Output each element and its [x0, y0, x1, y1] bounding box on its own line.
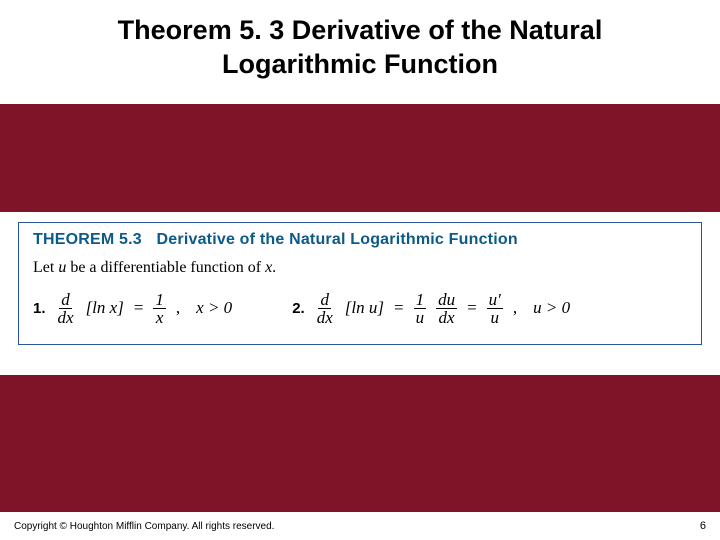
frac-den: u — [489, 309, 502, 326]
theorem-label: THEOREM 5.3 — [33, 231, 142, 248]
formula-2-arg: [ln u] — [345, 298, 384, 318]
comma: , — [513, 298, 517, 318]
frac-num: d — [59, 291, 72, 309]
frac-num: 1 — [414, 291, 427, 309]
theorem-box: THEOREM 5.3 Derivative of the Natural Lo… — [18, 222, 702, 345]
theorem-name: Derivative of the Natural Logarithmic Fu… — [157, 231, 518, 248]
page-number: 6 — [700, 520, 706, 532]
frac-num: 1 — [153, 291, 166, 309]
formula-1-rhs: 1 x — [153, 291, 166, 326]
formula-2-r2: du dx — [436, 291, 457, 326]
body-band: THEOREM 5.3 Derivative of the Natural Lo… — [0, 212, 720, 375]
equals: = — [134, 298, 144, 318]
lead-mid: be a differentiable function of — [66, 259, 265, 276]
equals: = — [394, 298, 404, 318]
lead-post: . — [272, 259, 276, 276]
formula-1-arg: [ln x] — [86, 298, 124, 318]
formula-2-index: 2. — [292, 300, 305, 317]
comma: , — [176, 298, 180, 318]
formula-2: 2. d dx [ln u] = 1 u du dx = — [292, 291, 570, 326]
title-band: Theorem 5. 3 Derivative of the Natural L… — [0, 0, 720, 104]
frac-den: dx — [315, 309, 335, 326]
frac-den: dx — [437, 309, 457, 326]
slide-title: Theorem 5. 3 Derivative of the Natural L… — [40, 14, 680, 82]
frac-den: x — [154, 309, 166, 326]
formula-1-ddx: d dx — [56, 291, 76, 326]
formula-2-r1: 1 u — [414, 291, 427, 326]
formula-2-r3: u′ u — [487, 291, 503, 326]
equals: = — [467, 298, 477, 318]
copyright-text: Copyright © Houghton Mifflin Company. Al… — [14, 521, 274, 532]
frac-num: du — [436, 291, 457, 309]
slide: Theorem 5. 3 Derivative of the Natural L… — [0, 0, 720, 540]
theorem-heading: THEOREM 5.3 Derivative of the Natural Lo… — [33, 231, 687, 249]
formula-1-index: 1. — [33, 300, 46, 317]
frac-num: d — [318, 291, 331, 309]
footer: Copyright © Houghton Mifflin Company. Al… — [0, 512, 720, 540]
formula-row: 1. d dx [ln x] = 1 x , x > 0 2. — [33, 291, 687, 326]
formula-2-cond: u > 0 — [533, 298, 570, 318]
lead-pre: Let — [33, 259, 58, 276]
theorem-lead: Let u be a differentiable function of x. — [33, 259, 687, 277]
formula-2-ddx: d dx — [315, 291, 335, 326]
frac-den: dx — [56, 309, 76, 326]
formula-1-cond: x > 0 — [196, 298, 232, 318]
frac-den: u — [414, 309, 427, 326]
frac-num: u′ — [487, 291, 503, 309]
formula-1: 1. d dx [ln x] = 1 x , x > 0 — [33, 291, 232, 326]
